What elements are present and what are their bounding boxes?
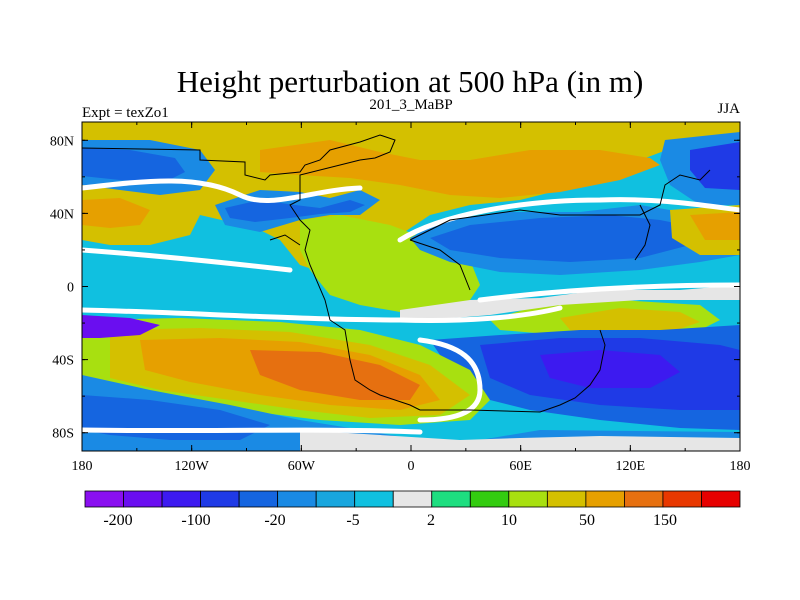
region-atlantic-orange bbox=[82, 198, 150, 228]
colorbar-label: 2 bbox=[427, 512, 435, 529]
colorbar-swatch bbox=[200, 490, 240, 508]
region-satl-dark-orange bbox=[250, 350, 420, 400]
colorbar-swatch bbox=[354, 490, 394, 508]
y-axis: 80N 40N 0 40S 80S bbox=[50, 134, 740, 442]
colorbar-label: 150 bbox=[653, 512, 677, 529]
x-axis: 180 120W 60W 0 60E 120E 180 bbox=[72, 122, 751, 474]
x-tick-label: 180 bbox=[730, 459, 751, 474]
region-north-orange bbox=[260, 140, 660, 198]
season-label: JJA bbox=[717, 101, 740, 117]
region-sindian-yellow bbox=[560, 308, 700, 334]
region-nw-low bbox=[82, 148, 185, 182]
x-tick-label: 120E bbox=[616, 459, 646, 474]
colorbar-label: -100 bbox=[181, 512, 210, 529]
colorbar-labels: -200 -100 -20 -5 2 10 50 150 bbox=[103, 512, 677, 529]
zero-contour-lines bbox=[82, 178, 740, 435]
colorbar bbox=[84, 490, 741, 508]
colorbar-swatch bbox=[277, 490, 317, 508]
colorbar-swatch bbox=[469, 490, 510, 508]
region-sw-purple bbox=[82, 315, 160, 338]
chart-title: Height perturbation at 500 hPa (in m) bbox=[177, 64, 644, 99]
region-east-orange bbox=[690, 212, 740, 240]
region-asian-low bbox=[430, 215, 700, 262]
colorbar-swatch bbox=[508, 490, 548, 508]
colorbar-swatch bbox=[662, 490, 702, 508]
colorbar-label: -5 bbox=[346, 512, 359, 529]
colorbar-label: -200 bbox=[103, 512, 132, 529]
colorbar-label: 10 bbox=[501, 512, 517, 529]
y-tick-label: 40S bbox=[52, 354, 74, 369]
region-gray-strip bbox=[400, 285, 740, 320]
y-tick-label: 0 bbox=[67, 281, 74, 296]
colorbar-swatch bbox=[431, 490, 471, 508]
x-tick-label: 180 bbox=[72, 459, 93, 474]
y-tick-label: 80N bbox=[50, 134, 74, 149]
region-green-center bbox=[300, 215, 480, 312]
x-tick-label: 60W bbox=[288, 459, 316, 474]
colorbar-swatch bbox=[585, 490, 625, 508]
colorbar-swatch bbox=[315, 490, 356, 508]
colorbar-swatch bbox=[392, 490, 433, 508]
experiment-label: Expt = texZo1 bbox=[82, 105, 169, 121]
y-tick-label: 80S bbox=[52, 427, 74, 442]
colorbar-swatch bbox=[546, 490, 587, 508]
colorbar-swatch bbox=[123, 490, 163, 508]
coastlines bbox=[82, 134, 711, 413]
region-sp-low-core bbox=[540, 350, 680, 388]
x-tick-label: 120W bbox=[175, 459, 210, 474]
colorbar-swatch bbox=[84, 490, 124, 508]
colorbar-label: 50 bbox=[579, 512, 595, 529]
colorbar-swatch bbox=[701, 490, 741, 508]
x-tick-label: 60E bbox=[509, 459, 532, 474]
contour-field bbox=[82, 122, 740, 451]
y-tick-label: 40N bbox=[50, 207, 74, 222]
region-trop-cyan bbox=[82, 255, 330, 320]
region-atl-low bbox=[225, 200, 365, 222]
colorbar-swatch bbox=[238, 490, 279, 508]
case-label: 201_3_MaBP bbox=[369, 97, 452, 113]
colorbar-swatch bbox=[161, 490, 201, 508]
colorbar-label: -20 bbox=[264, 512, 285, 529]
colorbar-swatch bbox=[624, 490, 664, 508]
x-tick-label: 0 bbox=[408, 459, 415, 474]
